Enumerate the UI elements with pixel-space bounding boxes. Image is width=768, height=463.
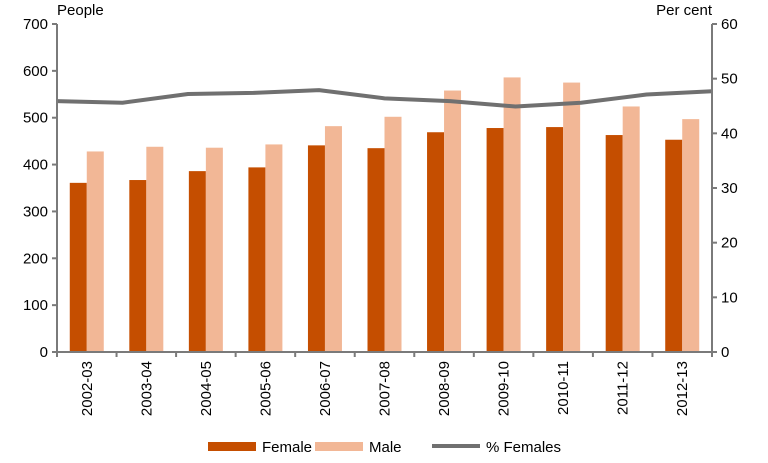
bar-male [205,147,223,352]
bar-male [86,151,104,352]
bar-female [486,128,504,352]
y-tick-label-right: 0 [721,344,729,361]
y-tick-label-left: 500 [23,110,48,127]
bar-male [503,77,521,352]
bar-male [563,82,581,353]
bar-female [188,171,206,352]
x-tick-label: 2004-05 [198,361,215,416]
bar-female [605,135,623,352]
bar-male [146,146,164,352]
bar-male [444,90,462,352]
legend-label: Female [262,439,312,456]
y-tick-label-left: 700 [23,16,48,33]
bar-male [384,116,402,352]
bar-female [307,145,325,352]
bar-female [427,132,445,352]
x-tick-label: 2008-09 [436,361,453,416]
bar-male [265,144,283,352]
y-tick-label-right: 10 [721,289,738,306]
x-tick-label: 2006-07 [317,361,334,416]
bar-female [69,182,87,352]
y-tick-label-left: 0 [40,344,48,361]
y-tick-label-left: 200 [23,250,48,267]
legend-swatch-male [315,442,363,451]
x-tick-label: 2010-11 [555,361,572,415]
x-tick-label: 2007-08 [377,361,394,416]
y-tick-label-left: 400 [23,157,48,174]
bar-male [324,126,342,352]
x-tick-label: 2005-06 [257,361,274,416]
legend-label: Male [369,439,402,456]
x-tick-label: 2012-13 [674,361,691,416]
y-tick-label-right: 30 [721,180,738,197]
x-tick-label: 2002-03 [79,361,96,416]
y-tick-label-right: 20 [721,235,738,252]
x-tick-label: 2009-10 [496,361,513,416]
bar-female [546,127,564,352]
y-tick-label-left: 300 [23,203,48,220]
legend-swatch-female [208,442,256,451]
bar-female [248,167,266,352]
x-tick-label: 2011-12 [615,361,632,415]
y-tick-label-right: 60 [721,16,738,33]
y-tick-label-left: 100 [23,297,48,314]
y-axis-label-left: People [57,2,104,19]
line-percent-females [56,88,713,109]
y-tick-label-right: 50 [721,71,738,88]
bar-female [367,148,385,352]
bar-male [622,106,640,353]
legend: Female Male % Females [208,439,561,456]
y-tick-label-left: 600 [23,63,48,80]
legend-label: % Females [486,439,561,456]
bar-female [665,139,683,352]
bar-female [129,180,147,352]
bar-male [682,119,700,353]
y-axis-label-right: Per cent [656,2,713,19]
x-tick-label: 2003-04 [138,361,155,416]
y-tick-label-right: 40 [721,125,738,142]
